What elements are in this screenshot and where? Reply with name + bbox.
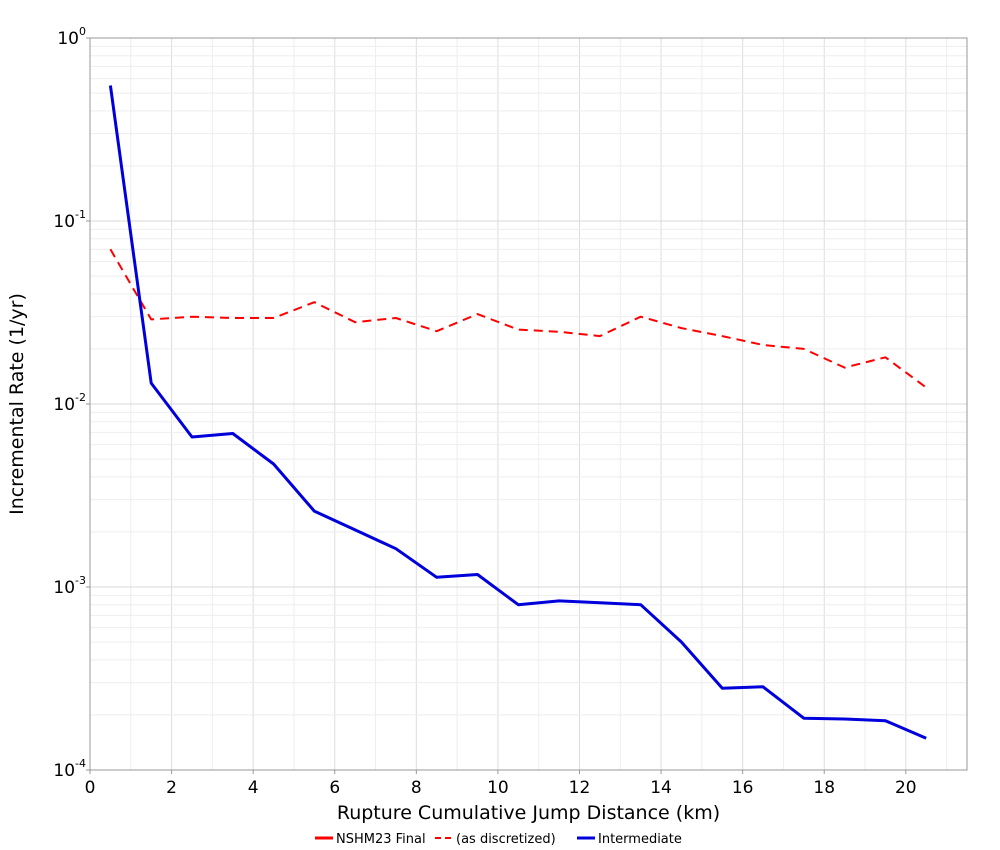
legend-label-1: (as discretized) — [456, 832, 556, 847]
y-axis-ticks: 10-4 10-3 10-2 10-1 100 — [53, 25, 90, 781]
x-tick-label: 2 — [166, 778, 177, 798]
grid — [90, 38, 967, 770]
y-tick-label: 10-4 — [53, 757, 86, 781]
legend: NSHM23 Final (as discretized) Intermediate — [315, 832, 682, 847]
x-axis-label: Rupture Cumulative Jump Distance (km) — [337, 802, 720, 824]
y-tick-label: 100 — [57, 25, 86, 49]
x-tick-label: 6 — [329, 778, 340, 798]
x-tick-label: 4 — [248, 778, 259, 798]
x-tick-label: 12 — [569, 778, 591, 798]
legend-label-0: NSHM23 Final — [336, 832, 426, 847]
legend-label-2: Intermediate — [598, 832, 682, 847]
y-tick-label: 10-3 — [53, 574, 86, 598]
x-tick-label: 16 — [732, 778, 754, 798]
x-tick-label: 0 — [85, 778, 96, 798]
y-tick-label: 10-1 — [53, 208, 86, 232]
x-tick-label: 20 — [895, 778, 917, 798]
x-tick-label: 14 — [650, 778, 672, 798]
x-axis-ticks: 0 2 4 6 8 10 12 14 16 18 20 — [85, 770, 917, 798]
x-tick-label: 8 — [411, 778, 422, 798]
y-tick-label: 10-2 — [53, 391, 86, 415]
y-axis-label: Incremental Rate (1/yr) — [6, 293, 28, 515]
series-layer — [108, 85, 927, 740]
x-tick-label: 18 — [813, 778, 835, 798]
x-tick-label: 10 — [487, 778, 509, 798]
